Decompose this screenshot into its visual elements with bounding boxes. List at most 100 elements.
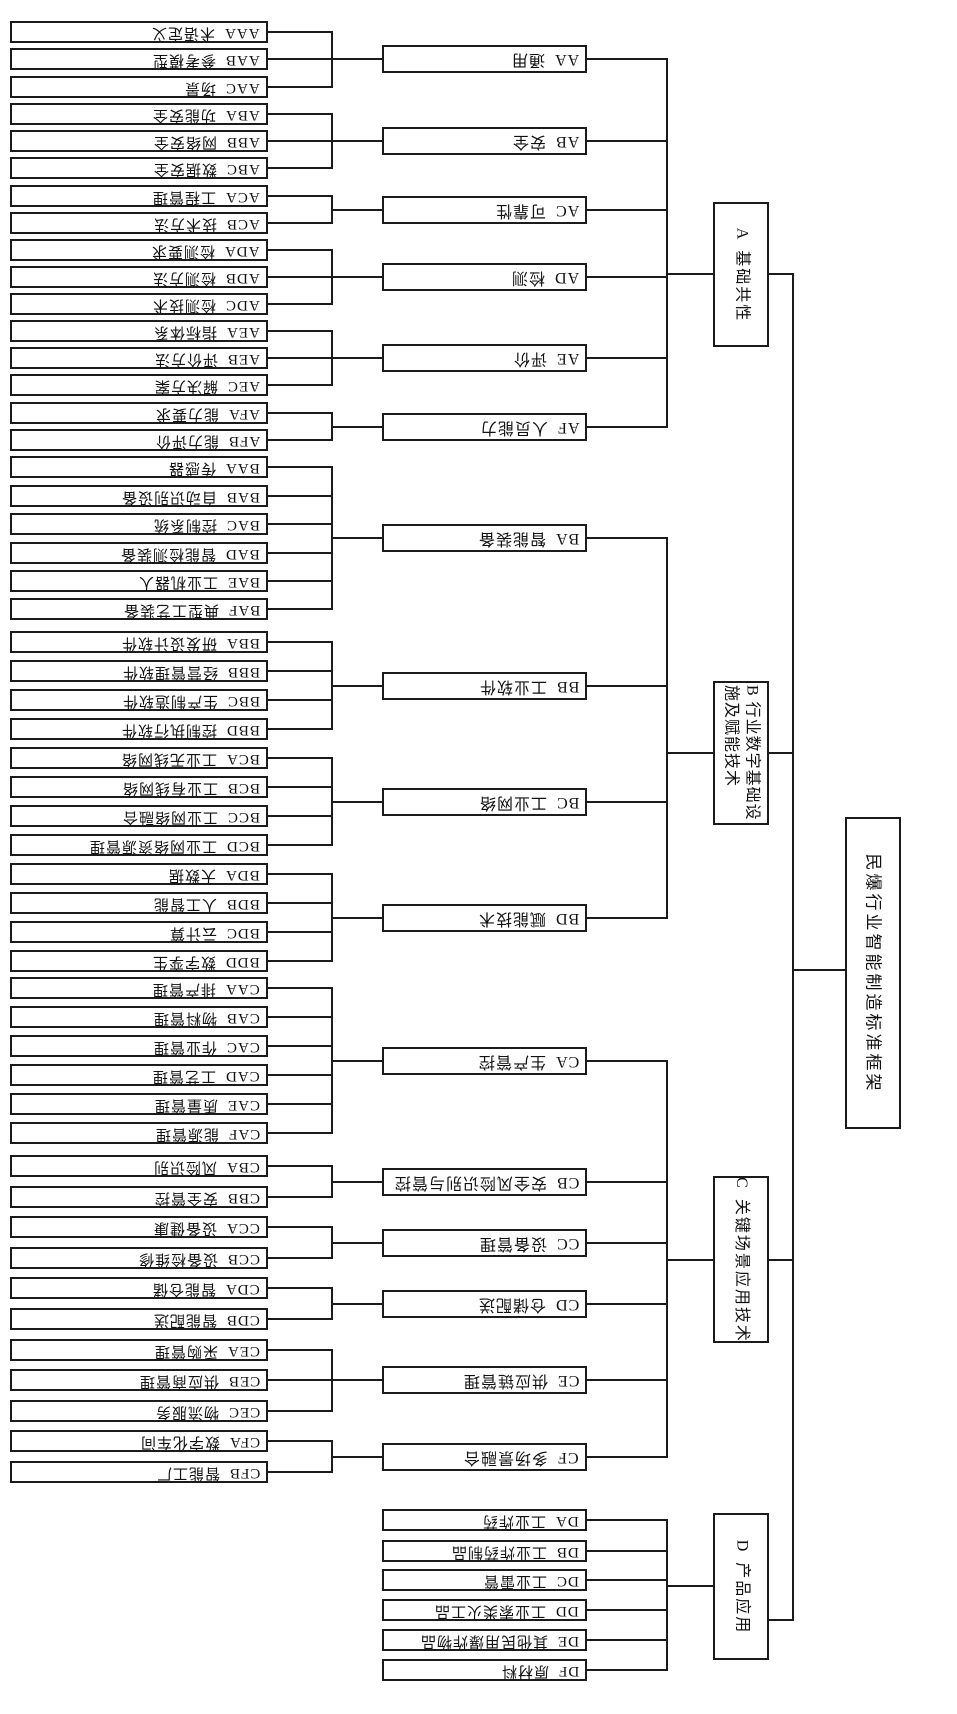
node-label: 生产管控 <box>477 1053 546 1070</box>
node-label-wrap: CAD 工艺管理 <box>152 1067 260 1084</box>
node-code: CD <box>554 1296 579 1313</box>
node-label: 数据安全 <box>153 160 218 177</box>
node-label: 采购管理 <box>153 1342 218 1359</box>
node-label-wrap: AF 人员能力 <box>480 419 579 436</box>
node-label-wrap: BCB 工业有线网络 <box>122 780 260 796</box>
node-label: 智能工厂 <box>155 1464 220 1481</box>
leaf-node-ADA: ADA 检测要求 <box>10 239 268 261</box>
node-code: BCD <box>226 837 260 854</box>
node-code: CAD <box>225 1067 260 1084</box>
connector-line <box>331 1349 333 1412</box>
node-label-wrap: CE 供应链管理 <box>463 1372 579 1389</box>
connector-line <box>587 801 667 803</box>
node-code: AEA <box>226 323 260 340</box>
connector-line <box>587 537 667 539</box>
leaf-node-AFB: AFB 能力评价 <box>10 429 268 451</box>
node-code: AF <box>556 419 579 436</box>
connector-line <box>268 1410 332 1412</box>
node-label-wrap: BDB 人工智能 <box>153 895 260 912</box>
mid-node-CA: CA 生产管控 <box>382 1047 587 1075</box>
connector-line <box>769 752 793 754</box>
connector-line <box>268 1318 332 1320</box>
connector-line <box>332 58 382 60</box>
leaf-node-DB: DB 工业炸药制品 <box>382 1540 587 1562</box>
node-label-wrap: CAF 能源管理 <box>155 1126 260 1142</box>
node-label: 能力评价 <box>154 432 219 449</box>
connector-line <box>268 786 332 788</box>
node-label-wrap: BAF 典型工艺装备 <box>123 602 260 618</box>
connector-line <box>332 1456 382 1458</box>
node-label-wrap: C 关键场景应用技术 <box>733 1177 750 1343</box>
node-code: BAA <box>225 459 260 476</box>
node-label: 指标体系 <box>153 323 218 340</box>
node-label: 检测要求 <box>151 242 216 259</box>
category-node-D: D 产品应用 <box>713 1513 769 1660</box>
node-label-wrap: BAA 传感器 <box>168 459 260 476</box>
leaf-node-ABB: ABB 网络安全 <box>10 130 268 152</box>
connector-line <box>666 1519 668 1671</box>
mid-node-CD: CD 仓储配送 <box>382 1290 587 1318</box>
leaf-node-BCD: BCD 工业网络资源管理 <box>10 834 268 856</box>
connector-line <box>792 273 794 1621</box>
connector-line <box>666 1060 668 1458</box>
connector-line <box>268 276 332 278</box>
leaf-node-CEA: CEA 采购管理 <box>10 1339 268 1361</box>
node-label: 评价 <box>512 350 547 367</box>
node-label: 民爆行业智能制造标准框架 <box>863 853 883 1093</box>
leaf-node-DA: DA 工业炸药 <box>382 1509 587 1531</box>
node-label-wrap: DB 工业炸药制品 <box>451 1543 579 1560</box>
node-label: 工业网络资源管理 <box>89 837 218 854</box>
node-label-wrap: CBB 安全管控 <box>154 1189 260 1206</box>
node-label-wrap: CAB 物料管理 <box>153 1010 260 1026</box>
node-code: AAB <box>225 51 260 68</box>
leaf-node-BAB: BAB 自动识别设备 <box>10 485 268 507</box>
connector-line <box>268 1196 332 1198</box>
connector-line <box>332 801 382 803</box>
connector-line <box>268 873 332 875</box>
node-label: 参考模型 <box>152 51 217 68</box>
node-code: DA <box>555 1512 579 1529</box>
leaf-node-BCA: BCA 工业无线网络 <box>10 747 268 769</box>
node-code: DB <box>556 1543 579 1560</box>
connector-line <box>268 1379 332 1381</box>
node-code: BAD <box>225 545 260 562</box>
mid-node-CC: CC 设备管理 <box>382 1229 587 1257</box>
node-code: BD <box>554 910 579 927</box>
node-label: 风险识别 <box>153 1158 218 1175</box>
node-label-wrap: CAA 排产管理 <box>152 981 260 997</box>
leaf-node-CAF: CAF 能源管理 <box>10 1122 268 1144</box>
node-code: CFB <box>228 1464 260 1481</box>
connector-line <box>331 412 333 441</box>
node-label: 工业雷管 <box>483 1572 548 1589</box>
connector-line <box>332 917 382 919</box>
leaf-node-BDD: BDD 数字孪生 <box>10 950 268 972</box>
connector-line <box>268 1016 332 1018</box>
node-label: 技术方法 <box>153 215 218 232</box>
node-code: BDA <box>225 866 260 883</box>
node-label-wrap: BBB 经营管理软件 <box>122 664 260 680</box>
node-label: 检测 <box>510 269 545 286</box>
leaf-node-BCC: BCC 工业网络融合 <box>10 805 268 827</box>
node-label: 场景 <box>184 79 217 96</box>
node-code: BAE <box>227 573 260 590</box>
node-code: CE <box>556 1372 579 1389</box>
node-label: 人工智能 <box>153 895 218 912</box>
node-label-wrap: BCC 工业网络融合 <box>122 809 260 825</box>
connector-line <box>268 552 332 554</box>
node-label-wrap: AAA 术语定义 <box>151 25 260 41</box>
node-label-wrap: AEA 指标体系 <box>153 323 260 340</box>
mid-node-BD: BD 赋能技术 <box>382 904 587 932</box>
connector-line <box>268 86 332 88</box>
connector-line <box>331 641 333 730</box>
connector-line <box>268 960 332 962</box>
connector-line <box>268 439 332 441</box>
node-label-wrap: ADA 检测要求 <box>151 242 260 259</box>
leaf-node-CAA: CAA 排产管理 <box>10 977 268 999</box>
connector-line <box>268 670 332 672</box>
node-label: 控制系统 <box>153 516 218 533</box>
connector-line <box>268 357 332 359</box>
connector-line <box>587 1456 667 1458</box>
node-label: 原材料 <box>500 1662 549 1679</box>
connector-line <box>667 1585 713 1587</box>
node-code: CBB <box>226 1189 260 1206</box>
